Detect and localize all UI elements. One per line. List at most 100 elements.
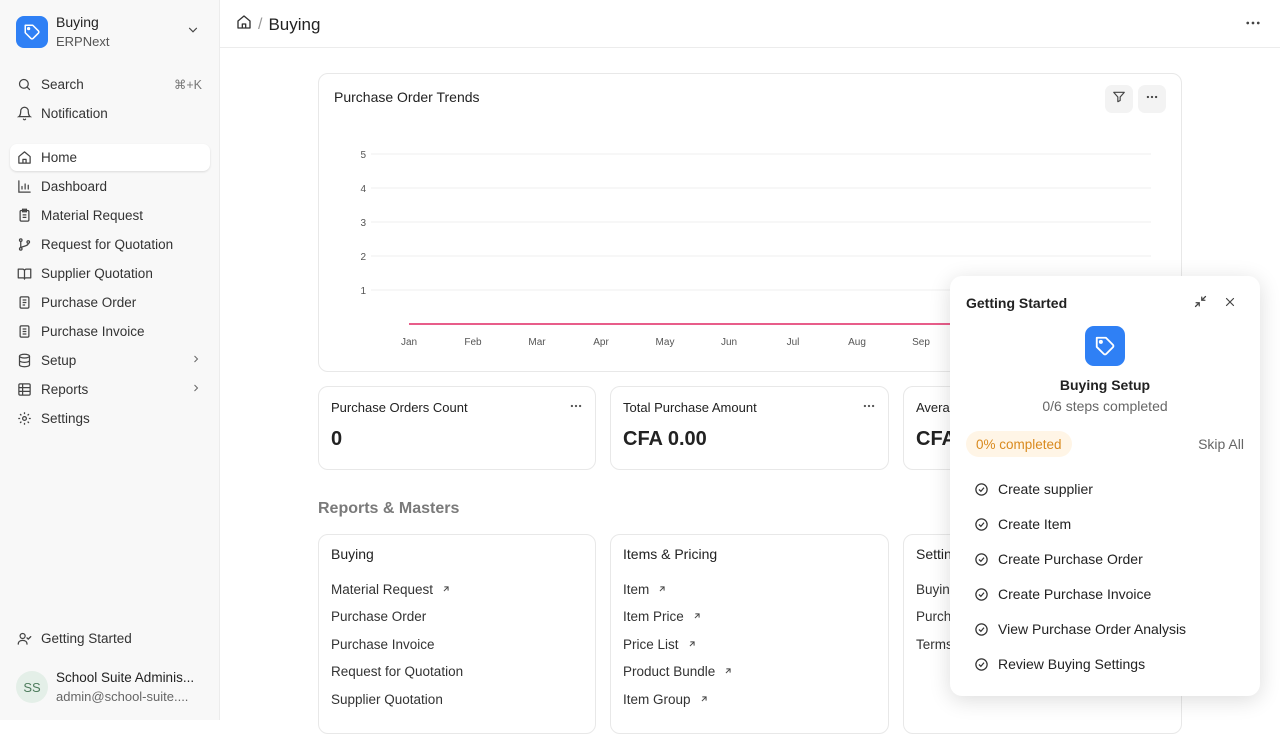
link-purchase-taxes[interactable]: Purch (916, 609, 951, 624)
link-supplier-quotation[interactable]: Supplier Quotation (331, 692, 443, 707)
y-tick-label: 4 (360, 184, 366, 195)
user-menu[interactable]: SS School Suite Adminis... admin@school-… (16, 668, 206, 706)
arrow-up-right-icon (687, 637, 697, 652)
filter-button[interactable] (1105, 85, 1133, 113)
link-buying-settings[interactable]: Buyin (916, 582, 950, 597)
more-options-icon[interactable] (569, 399, 583, 418)
step-label: Create Item (998, 516, 1072, 532)
search-button[interactable]: Search ⌘+K (10, 71, 210, 98)
breadcrumb-separator: / (258, 15, 263, 33)
file-text-icon (16, 324, 32, 340)
card-title: Items & Pricing (623, 546, 718, 562)
more-options-icon[interactable] (862, 399, 876, 418)
y-tick-label: 1 (360, 286, 366, 297)
step-review-buying-settings[interactable]: Review Buying Settings (974, 653, 1145, 675)
chevron-right-icon (190, 353, 202, 368)
y-tick-label: 3 (360, 218, 366, 229)
link-label: Item Group (623, 692, 691, 707)
top-bar: / Buying (220, 0, 1280, 48)
report-card-buying: Buying Material Request Purchase Order P… (318, 534, 596, 734)
progress-badge: 0% completed (966, 431, 1072, 457)
stat-value: 0 (331, 428, 343, 450)
gear-icon (16, 411, 32, 427)
skip-all-button[interactable]: Skip All (1198, 436, 1244, 452)
chevron-right-icon (190, 382, 202, 397)
user-email: admin@school-suite.... (56, 689, 189, 704)
link-label: Item Price (623, 609, 684, 624)
link-item-group[interactable]: Item Group (623, 692, 709, 707)
arrow-up-right-icon (692, 609, 702, 624)
section-title: Reports & Masters (318, 500, 460, 517)
link-label: Price List (623, 637, 679, 652)
x-tick-label: Aug (848, 337, 866, 348)
x-tick-label: Feb (464, 337, 482, 348)
minimize-icon (1193, 294, 1208, 314)
y-tick-label: 5 (360, 150, 366, 161)
sidebar-item-label: Home (41, 150, 78, 165)
x-tick-label: Sep (912, 337, 930, 348)
stat-card-purchase-orders-count: Purchase Orders Count 0 (318, 386, 596, 470)
sidebar-item-settings[interactable]: Settings (10, 405, 210, 432)
app-title: Buying (56, 14, 99, 30)
breadcrumb: / Buying (236, 14, 320, 35)
database-icon (16, 353, 32, 369)
sidebar-item-reports[interactable]: Reports (10, 376, 210, 403)
step-create-item[interactable]: Create Item (974, 513, 1071, 535)
sidebar-item-request-for-quotation[interactable]: Request for Quotation (10, 231, 210, 258)
card-title: Settin (916, 546, 952, 562)
step-label: Create Purchase Order (998, 551, 1143, 567)
sidebar-getting-started[interactable]: Getting Started (10, 625, 210, 652)
notification-button[interactable]: Notification (10, 100, 210, 127)
sidebar-item-purchase-order[interactable]: Purchase Order (10, 289, 210, 316)
link-label: Purchase Invoice (331, 637, 435, 652)
x-tick-label: May (656, 337, 675, 348)
x-tick-label: Jun (721, 337, 737, 348)
home-icon[interactable] (236, 14, 252, 35)
sidebar-item-label: Material Request (41, 208, 144, 223)
sidebar-item-supplier-quotation[interactable]: Supplier Quotation (10, 260, 210, 287)
close-button[interactable] (1220, 294, 1240, 314)
sidebar-item-home[interactable]: Home (10, 144, 210, 171)
link-label: Product Bundle (623, 664, 716, 679)
user-name: School Suite Adminis... (56, 670, 195, 685)
getting-started-panel: Getting Started Buying Setup 0/6 steps c… (950, 276, 1260, 696)
link-terms[interactable]: Terms (916, 637, 953, 652)
link-purchase-order[interactable]: Purchase Order (331, 609, 426, 624)
check-circle-icon (974, 482, 989, 497)
sidebar-item-material-request[interactable]: Material Request (10, 202, 210, 229)
sidebar-item-purchase-invoice[interactable]: Purchase Invoice (10, 318, 210, 345)
step-label: View Purchase Order Analysis (998, 621, 1187, 637)
link-label: Material Request (331, 582, 434, 597)
link-item-price[interactable]: Item Price (623, 609, 702, 624)
link-label: Supplier Quotation (331, 692, 443, 707)
stat-title: Total Purchase Amount (623, 400, 757, 415)
filter-icon (1112, 90, 1126, 109)
check-circle-icon (974, 622, 989, 637)
git-branch-icon (16, 237, 32, 253)
link-label: Terms (916, 637, 953, 652)
link-item[interactable]: Item (623, 582, 667, 597)
link-material-request[interactable]: Material Request (331, 582, 451, 597)
link-product-bundle[interactable]: Product Bundle (623, 664, 733, 679)
home-icon (16, 150, 32, 166)
user-check-icon (16, 631, 32, 647)
step-create-purchase-order[interactable]: Create Purchase Order (974, 548, 1143, 570)
card-title: Buying (331, 546, 374, 562)
arrow-up-right-icon (699, 692, 709, 707)
step-create-supplier[interactable]: Create supplier (974, 478, 1093, 500)
sidebar-item-setup[interactable]: Setup (10, 347, 210, 374)
more-options-icon[interactable] (1244, 14, 1262, 37)
link-request-for-quotation[interactable]: Request for Quotation (331, 664, 463, 679)
search-label: Search (41, 77, 84, 92)
link-price-list[interactable]: Price List (623, 637, 697, 652)
sidebar-item-dashboard[interactable]: Dashboard (10, 173, 210, 200)
stat-title: Purchase Orders Count (331, 400, 468, 415)
app-switcher[interactable]: Buying ERPNext (16, 14, 204, 50)
step-view-purchase-order-analysis[interactable]: View Purchase Order Analysis (974, 618, 1186, 640)
link-purchase-invoice[interactable]: Purchase Invoice (331, 637, 435, 652)
stat-card-total-purchase-amount: Total Purchase Amount CFA 0.00 (610, 386, 889, 470)
chart-more-button[interactable] (1138, 85, 1166, 113)
getting-started-label: Getting Started (41, 631, 132, 646)
minimize-button[interactable] (1190, 294, 1210, 314)
step-create-purchase-invoice[interactable]: Create Purchase Invoice (974, 583, 1151, 605)
